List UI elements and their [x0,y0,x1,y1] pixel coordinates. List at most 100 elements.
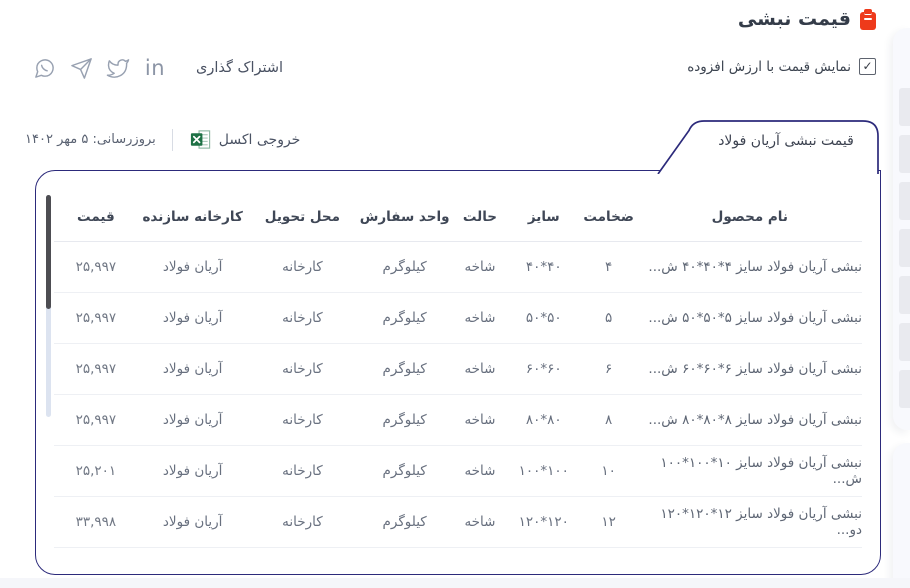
excel-export-label: خروجی اکسل [218,131,301,148]
side-panel-skeleton-row [899,276,910,314]
excel-icon [189,128,212,151]
tab-label: قیمت نبشی آریان فولاد [718,133,854,149]
cell-price: ۲۵,۹۹۷ [75,259,117,275]
cell-delivery: کارخانه [282,361,323,377]
cell-state: شاخه [464,259,496,275]
table-row: نبشی آریان فولاد سایز ۱۲*۱۲۰*۱۲۰ دو... ۱۲… [54,497,862,548]
cell-thickness: ۶ [605,361,613,377]
cell-state: شاخه [464,514,496,530]
twitter-icon[interactable] [106,55,130,81]
cell-name: نبشی آریان فولاد سایز ۵*۵۰*۵۰ ش... [648,310,862,326]
page-bottom-strip [0,578,910,588]
cell-manufacturer: آریان فولاد [162,514,223,530]
cell-thickness: ۸ [605,412,613,428]
column-header: محل تحویل [264,209,340,225]
column-header: قیمت [77,209,115,225]
table-scrollbar-thumb[interactable] [46,195,51,309]
telegram-icon[interactable] [69,55,93,81]
table-row: نبشی آریان فولاد سایز ۵*۵۰*۵۰ ش... ۵ ۵۰*۵۰… [54,293,862,344]
side-panel-skeleton-row [899,229,910,267]
cell-size: ۶۰*۶۰ [525,361,562,377]
cell-size: ۱۲۰*۱۲۰ [518,514,569,530]
cell-price: ۲۵,۹۹۷ [75,412,117,428]
cell-unit: کیلوگرم [382,361,427,377]
price-table-card: قیمت نبشی آریان فولاد نام محصول ضخامت سایز… [35,120,881,575]
share-label: اشتراک گذاری [196,60,284,76]
side-panel-skeleton-row [899,323,910,361]
cell-manufacturer: آریان فولاد [162,361,223,377]
cell-name: نبشی آریان فولاد سایز ۶*۶۰*۶۰ ش... [648,361,862,377]
cell-delivery: کارخانه [282,259,323,275]
side-panel-card [893,28,910,430]
column-header: ضخامت [583,209,634,225]
vat-checkbox[interactable] [859,58,876,75]
export-row: بروزرسانی: ۵ مهر ۱۴۰۲ خروجی اکسل [25,128,300,151]
cell-delivery: کارخانه [282,514,323,530]
cell-price: ۲۵,۹۹۷ [75,310,117,326]
cell-price: ۲۵,۹۹۷ [75,361,117,377]
cell-manufacturer: آریان فولاد [162,259,223,275]
share-row: in اشتراک گذاری [32,55,283,81]
cell-manufacturer: آریان فولاد [162,310,223,326]
side-panel-skeleton-row [899,182,910,220]
side-panel-skeleton-row [899,370,910,408]
side-panel-skeleton-row [899,88,910,126]
cell-manufacturer: آریان فولاد [162,463,223,479]
cell-state: شاخه [464,463,496,479]
cell-delivery: کارخانه [282,412,323,428]
cell-unit: کیلوگرم [382,259,427,275]
tab-arian-foulad[interactable]: قیمت نبشی آریان فولاد [652,117,882,174]
cell-unit: کیلوگرم [382,310,427,326]
table-body: نبشی آریان فولاد سایز ۴*۴۰*۴۰ ش... ۴ ۴۰*۴۰… [54,242,862,548]
cell-delivery: کارخانه [282,463,323,479]
cell-name: نبشی آریان فولاد سایز ۴*۴۰*۴۰ ش... [648,259,862,275]
side-panel-card [893,443,910,588]
cell-size: ۵۰*۵۰ [525,310,562,326]
table-row: نبشی آریان فولاد سایز ۴*۴۰*۴۰ ش... ۴ ۴۰*۴۰… [54,242,862,293]
table-header-row: نام محصول ضخامت سایز حالت واحد سفارش محل تحوی… [54,193,862,242]
column-header: سایز [527,209,560,225]
whatsapp-icon[interactable] [32,55,56,81]
divider [171,128,173,151]
clipboard-icon [860,8,876,30]
linkedin-glyph: in [144,55,166,80]
updated-date-text: بروزرسانی: ۵ مهر ۱۴۰۲ [25,132,156,147]
cell-thickness: ۴ [605,259,613,275]
cell-unit: کیلوگرم [382,514,427,530]
table-row: نبشی آریان فولاد سایز ۱۰*۱۰۰*۱۰۰ ش... ۱۰ ۱… [54,446,862,497]
cell-thickness: ۱۲ [601,514,616,530]
cell-size: ۱۰۰*۱۰۰ [518,463,569,479]
vat-toggle-row: نمایش قیمت با ارزش افزوده [687,58,876,75]
cell-state: شاخه [464,361,496,377]
cell-size: ۸۰*۸۰ [525,412,562,428]
page-title: قیمت نبشی [737,8,851,30]
linkedin-icon[interactable]: in [143,55,167,81]
column-header: نام محصول [711,209,788,225]
cell-delivery: کارخانه [282,310,323,326]
cell-unit: کیلوگرم [382,412,427,428]
cell-name: نبشی آریان فولاد سایز ۸*۸۰*۸۰ ش... [648,412,862,428]
table-row: نبشی آریان فولاد سایز ۶*۶۰*۶۰ ش... ۶ ۶۰*۶۰… [54,344,862,395]
cell-price: ۳۳,۹۹۸ [75,514,117,530]
table-row: نبشی آریان فولاد سایز ۸*۸۰*۸۰ ش... ۸ ۸۰*۸۰… [54,395,862,446]
table-scrollbar-track[interactable] [46,195,51,417]
cell-thickness: ۱۰ [601,463,616,479]
vat-checkbox-label: نمایش قیمت با ارزش افزوده [687,58,851,75]
cell-name: نبشی آریان فولاد سایز ۱۲*۱۲۰*۱۲۰ دو... [660,506,862,538]
column-header: کارخانه سازنده [142,209,243,225]
column-header: واحد سفارش [359,209,450,225]
page-header: قیمت نبشی [738,8,876,30]
cell-size: ۴۰*۴۰ [525,259,562,275]
cell-unit: کیلوگرم [382,463,427,479]
cell-name: نبشی آریان فولاد سایز ۱۰*۱۰۰*۱۰۰ ش... [660,455,862,487]
cell-thickness: ۵ [605,310,613,326]
side-panel-skeleton-row [899,135,910,173]
cell-manufacturer: آریان فولاد [162,412,223,428]
cell-price: ۲۵,۲۰۱ [75,463,117,479]
cell-state: شاخه [464,412,496,428]
price-table: نام محصول ضخامت سایز حالت واحد سفارش محل تحوی… [54,193,862,548]
excel-export-button[interactable]: خروجی اکسل [189,128,301,151]
column-header: حالت [462,209,498,225]
cell-state: شاخه [464,310,496,326]
